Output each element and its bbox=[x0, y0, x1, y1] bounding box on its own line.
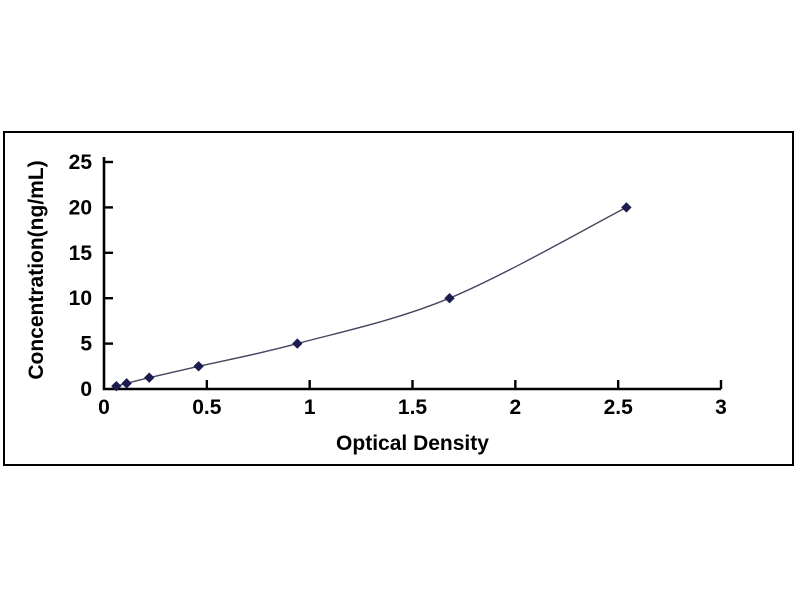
x-tick-label: 0 bbox=[98, 396, 110, 419]
y-tick-label: 20 bbox=[69, 196, 92, 219]
y-tick-label: 25 bbox=[69, 151, 93, 174]
series-line bbox=[116, 206, 627, 387]
x-tick-label: 0.5 bbox=[192, 396, 222, 419]
x-tick-label: 2.5 bbox=[604, 396, 634, 419]
y-tick-label: 15 bbox=[69, 242, 93, 265]
x-tick-label: 3 bbox=[715, 396, 727, 419]
data-point-marker bbox=[121, 378, 132, 389]
y-tick-label: 0 bbox=[80, 378, 92, 401]
chart-canvas: 0 0.5 1 1.5 2 2.5 3 0 5 10 15 20 25 Optical Density Co… bbox=[25, 151, 727, 455]
x-axis-title: Optical Density bbox=[336, 432, 489, 455]
y-tick-label: 5 bbox=[80, 333, 92, 356]
y-tick-label: 10 bbox=[69, 287, 92, 310]
data-point-marker bbox=[444, 293, 455, 304]
y-axis-title: Concentration(ng/mL) bbox=[25, 160, 48, 379]
data-point-marker bbox=[111, 380, 122, 392]
elisa-standard-curve-figure: 0 0.5 1 1.5 2 2.5 3 0 5 10 15 20 25 Optical Density Co… bbox=[3, 131, 794, 466]
data-point-marker bbox=[193, 361, 204, 372]
data-point-marker bbox=[144, 372, 155, 383]
x-tick-label: 1.5 bbox=[398, 396, 428, 419]
data-point-marker bbox=[621, 202, 632, 213]
axis-spines bbox=[102, 157, 721, 391]
data-point-marker bbox=[292, 338, 303, 349]
x-tick-label: 1 bbox=[304, 396, 316, 419]
x-tick-label: 2 bbox=[509, 396, 521, 419]
